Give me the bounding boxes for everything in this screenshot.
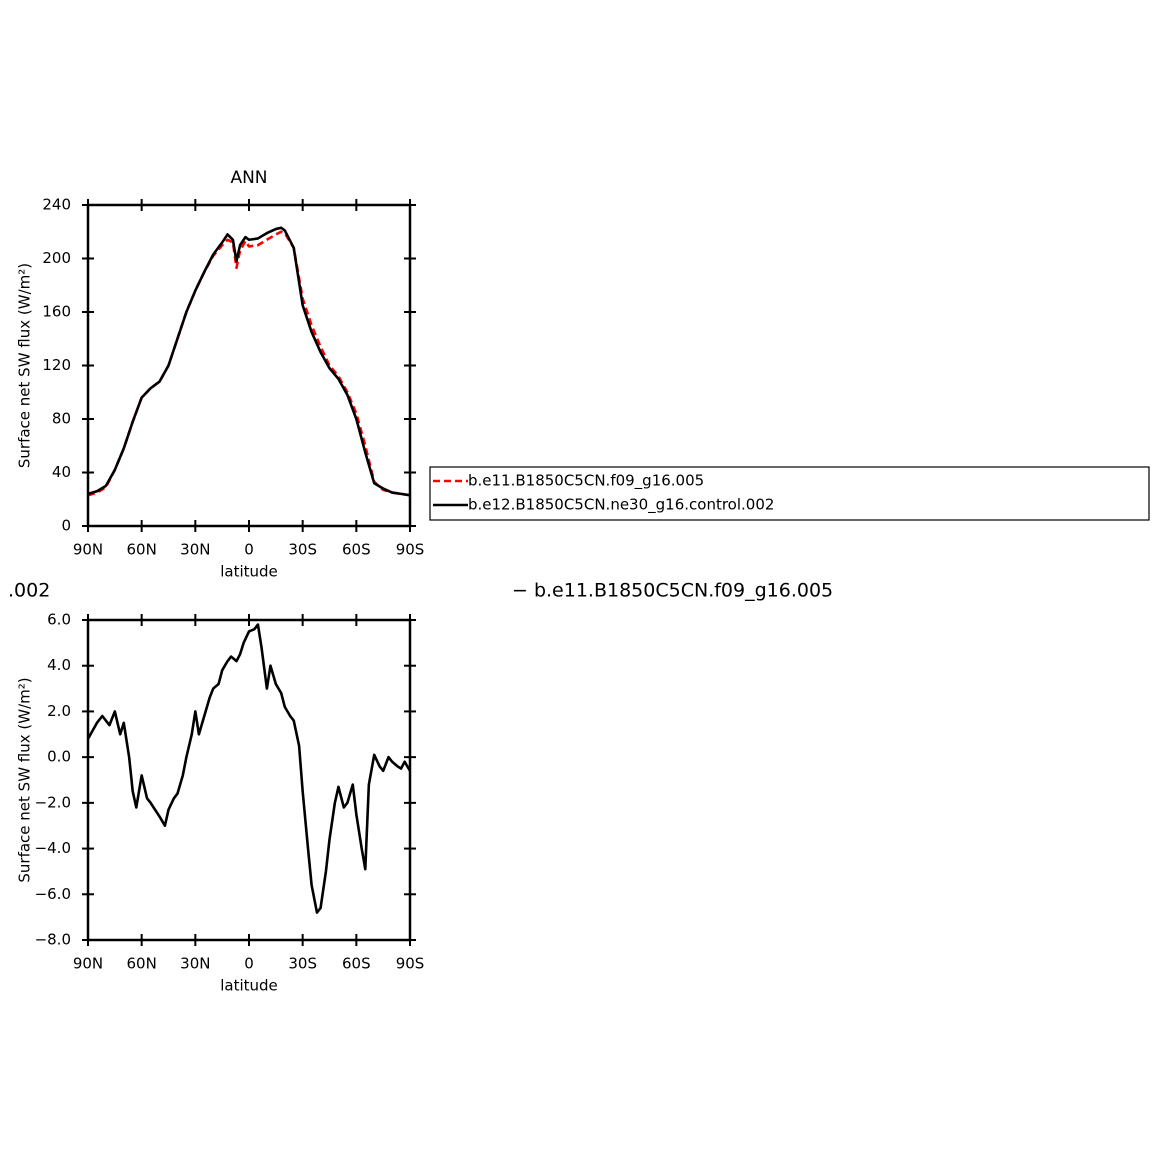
x-tick-label: 0 xyxy=(244,955,254,973)
x-tick-label: 60S xyxy=(342,541,371,559)
data-line xyxy=(87,226,411,497)
x-tick-label: 90S xyxy=(396,541,425,559)
legend-label: b.e12.B1850C5CN.ne30_g16.control.002 xyxy=(468,496,774,515)
x-tick-label: 30N xyxy=(180,955,210,973)
subtitle-right: − b.e11.B1850C5CN.f09_g16.005 xyxy=(512,580,833,602)
x-tick-label: 30N xyxy=(180,541,210,559)
data-line xyxy=(86,623,412,914)
x-tick-label: 60S xyxy=(342,955,371,973)
y-tick-label: −4.0 xyxy=(35,839,71,857)
y-tick-label: 240 xyxy=(42,196,71,214)
y-axis-label: Surface net SW flux (W/m²) xyxy=(16,263,34,468)
x-tick-label: 90S xyxy=(396,955,425,973)
x-tick-label: 90N xyxy=(73,955,103,973)
y-tick-label: 40 xyxy=(52,463,71,481)
y-tick-label: 200 xyxy=(42,249,71,267)
data-line xyxy=(87,230,411,497)
x-tick-label: 30S xyxy=(288,541,317,559)
y-tick-label: 0.0 xyxy=(47,748,71,766)
y-tick-label: 6.0 xyxy=(47,611,71,629)
subtitle-left: .002 xyxy=(8,580,50,602)
x-tick-label: 30S xyxy=(288,955,317,973)
y-tick-label: 160 xyxy=(42,303,71,321)
y-tick-label: 0 xyxy=(61,517,71,535)
x-axis-label: latitude xyxy=(220,977,278,995)
chart-title: ANN xyxy=(230,168,267,188)
y-tick-label: 2.0 xyxy=(47,702,71,720)
y-tick-label: −2.0 xyxy=(35,793,71,811)
x-tick-label: 60N xyxy=(127,955,157,973)
x-axis-label: latitude xyxy=(220,563,278,581)
x-tick-label: 90N xyxy=(73,541,103,559)
x-tick-label: 60N xyxy=(127,541,157,559)
y-tick-label: 120 xyxy=(42,356,71,374)
y-tick-label: 80 xyxy=(52,410,71,428)
x-tick-label: 0 xyxy=(244,541,254,559)
legend-label: b.e11.B1850C5CN.f09_g16.005 xyxy=(468,472,704,491)
y-axis-label: Surface net SW flux (W/m²) xyxy=(16,677,34,882)
y-tick-label: −6.0 xyxy=(35,885,71,903)
plot-frame xyxy=(86,618,412,942)
y-tick-label: −8.0 xyxy=(35,931,71,949)
plot-frame xyxy=(86,203,412,528)
y-tick-label: 4.0 xyxy=(47,656,71,674)
legend-box xyxy=(429,466,1150,521)
